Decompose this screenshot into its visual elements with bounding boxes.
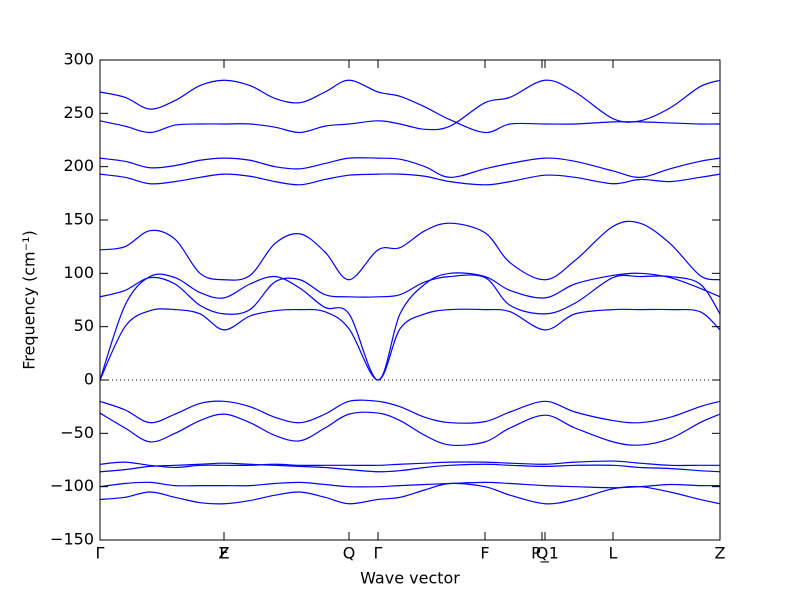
y-tick-label: −50 [60, 423, 94, 442]
plot-frame [99, 59, 721, 541]
x-tick-label: F [480, 544, 489, 563]
y-tick-label: 0 [84, 370, 94, 389]
x-tick-label: L [609, 544, 618, 563]
band-line [99, 79, 721, 134]
band-line [99, 274, 721, 315]
x-axis-label: Wave vector [360, 569, 460, 588]
y-tick-label: 300 [63, 50, 94, 69]
band-line [99, 272, 721, 381]
y-axis-label: Frequency (cm⁻¹) [20, 230, 39, 369]
y-tick-label: 250 [63, 103, 94, 122]
y-tick-label: −150 [50, 530, 94, 549]
y-tick-label: 200 [63, 156, 94, 175]
y-tick-label: 50 [74, 316, 94, 335]
band-line [99, 79, 721, 134]
y-tick-label: 150 [63, 210, 94, 229]
band-line [99, 308, 721, 381]
x-tick-label: F [219, 544, 228, 563]
band-line [99, 157, 721, 178]
band-line [99, 411, 721, 447]
x-tick-label: P_1 [531, 544, 559, 564]
x-tick-label: Γ [374, 544, 383, 563]
x-tick-label: Z [219, 544, 230, 563]
x-tick-label: Q [343, 544, 356, 563]
band-line [99, 399, 721, 424]
x-tick-label: Q [536, 544, 549, 563]
band-line [99, 220, 721, 281]
band-line [99, 462, 721, 473]
y-tick-label: 100 [63, 263, 94, 282]
x-tick-label: Γ [96, 544, 105, 563]
band-line [99, 482, 721, 505]
x-tick-label: Z [715, 544, 726, 563]
band-line [99, 460, 720, 469]
band-line [99, 173, 721, 186]
y-tick-label: −100 [50, 476, 94, 495]
